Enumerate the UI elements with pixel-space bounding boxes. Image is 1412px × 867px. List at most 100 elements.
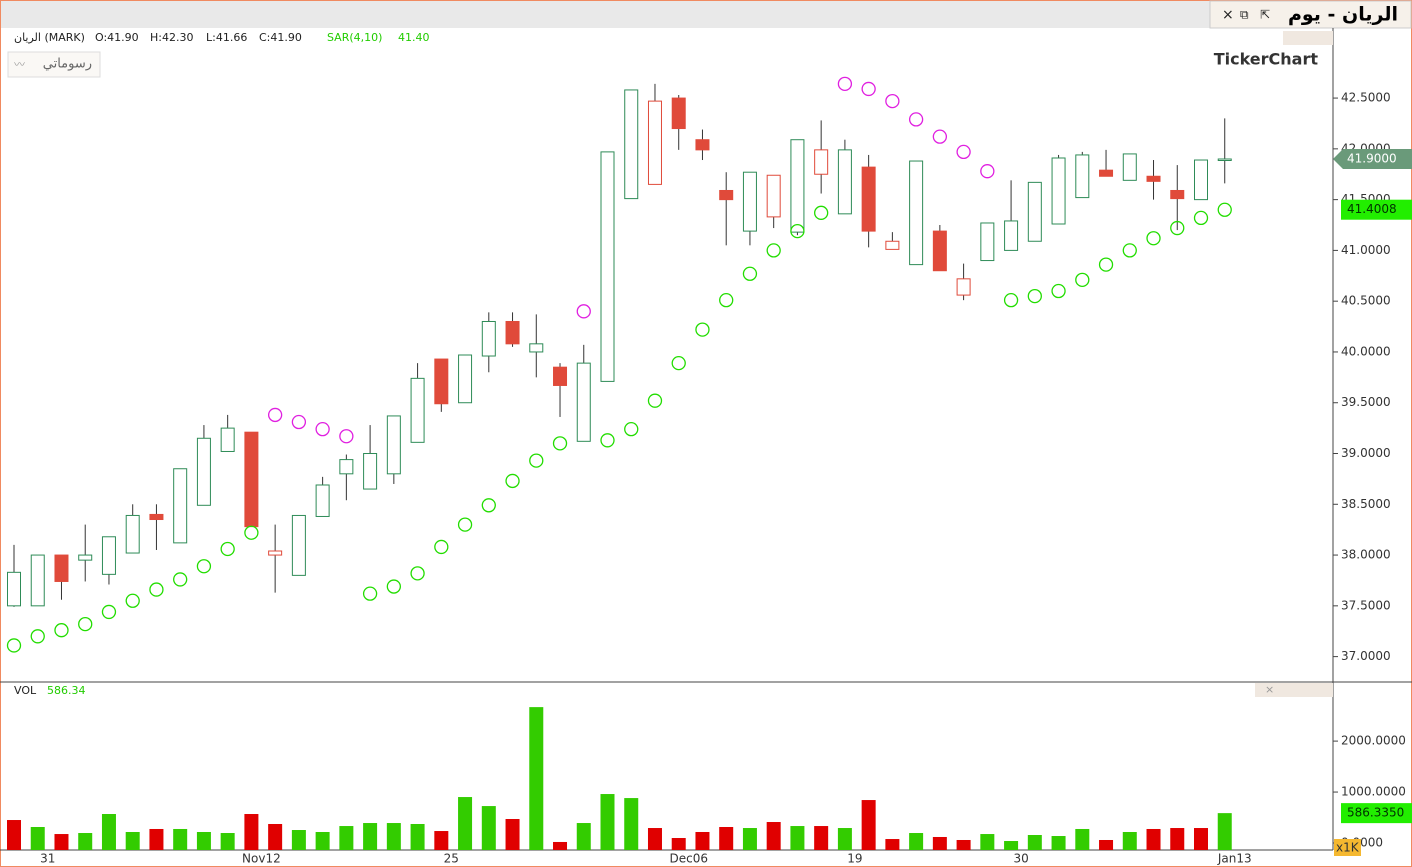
detach-icon[interactable]: ⇱: [1260, 8, 1270, 22]
x-tick-label: Jan13: [1217, 852, 1252, 866]
volume-bar: [30, 827, 45, 850]
logo: TickerChart: [1214, 50, 1319, 69]
candle-body: [505, 320, 520, 345]
volume-bar: [386, 823, 401, 850]
y-tick-label: 41.0000: [1341, 243, 1391, 257]
candle-body: [1217, 158, 1232, 162]
candle-body: [363, 453, 378, 490]
y-tick-label: 42.5000: [1341, 91, 1391, 105]
volume-bar: [742, 828, 757, 850]
candle-body: [909, 160, 924, 266]
x-tick-label: 19: [847, 852, 862, 866]
candle-body: [244, 431, 259, 528]
candle-body: [742, 171, 757, 232]
candle-body: [1194, 159, 1208, 201]
drawings-button[interactable]: [7, 51, 101, 78]
volume-bar: [220, 833, 235, 850]
sar-point: [861, 81, 876, 97]
sar-point: [600, 433, 615, 448]
sar-point: [78, 616, 93, 632]
candle-body: [7, 571, 21, 607]
volume-bar: [1099, 839, 1114, 850]
close-icon[interactable]: ×: [1222, 7, 1234, 23]
volume-title-value: 586.34: [47, 684, 86, 697]
window-title: الريان - يوم: [1288, 4, 1398, 26]
sar-point: [173, 572, 188, 587]
panel-close[interactable]: ×: [1265, 683, 1274, 696]
y-tick-label: 38.0000: [1341, 548, 1391, 562]
volume-bar: [363, 823, 378, 850]
sar-point: [1170, 220, 1185, 236]
candle-body: [1004, 220, 1019, 251]
candle-body: [1170, 189, 1185, 200]
candle-body: [671, 97, 686, 130]
volume-bar: [481, 806, 496, 850]
sar-point: [719, 293, 734, 308]
volume-bar: [1217, 813, 1232, 850]
volume-bar: [600, 794, 615, 850]
sar-point: [149, 582, 164, 597]
x-tick-label: 30: [1013, 852, 1028, 866]
sar-point: [529, 453, 544, 468]
x-tick-label: 31: [40, 852, 55, 866]
sar-point: [885, 93, 900, 109]
candle-body: [529, 343, 544, 353]
volume-bar: [1051, 836, 1066, 850]
panel-buttons[interactable]: [1283, 31, 1333, 45]
sar-point: [505, 473, 520, 489]
candle-body: [268, 550, 283, 556]
volume-bar: [719, 827, 734, 850]
sar-point: [956, 144, 971, 160]
candle-body: [576, 362, 591, 442]
candle-body: [956, 278, 971, 296]
sar-point: [1122, 243, 1137, 258]
sar-point: [54, 623, 69, 638]
volume-bar: [980, 834, 995, 850]
candle-body: [386, 415, 401, 475]
volume-bar: [814, 826, 829, 850]
sar-point: [908, 112, 924, 127]
candle-body: [149, 513, 164, 521]
sar-point: [576, 304, 591, 319]
candle-body: [814, 149, 829, 175]
title-tab[interactable]: [1209, 0, 1412, 29]
volume-bar: [837, 828, 852, 850]
sar-point: [196, 559, 212, 574]
y-tick-label: 39.5000: [1341, 395, 1391, 409]
sar-point: [647, 393, 663, 408]
ohlc-high: H:42.30: [150, 31, 193, 44]
candle-body: [410, 377, 425, 443]
volume-bar: [7, 820, 21, 850]
ohlc-close: C:41.90: [259, 31, 302, 44]
y-tick-label: 1000.0000: [1341, 785, 1406, 799]
candle-body: [1122, 153, 1137, 181]
y-tick-label: 40.5000: [1341, 294, 1391, 308]
candle-body: [30, 554, 45, 607]
volume-bar: [101, 814, 116, 850]
x-tick-label: Dec06: [669, 852, 708, 866]
restore-icon[interactable]: ⧉: [1240, 8, 1249, 22]
volume-bar: [244, 814, 259, 850]
sar-point: [30, 629, 45, 644]
volume-bar: [1122, 831, 1137, 850]
sar-point: [790, 223, 805, 239]
candle-body: [837, 149, 852, 215]
candle-body: [719, 189, 734, 201]
volume-bar: [624, 798, 639, 850]
drawings-icon: 〰: [14, 58, 25, 71]
sar-point: [434, 539, 449, 555]
multiplier-box: [1334, 839, 1361, 856]
volume-bar: [291, 830, 306, 850]
volume-bar: [647, 828, 662, 850]
volume-bar: [410, 823, 425, 850]
candle-body: [624, 89, 639, 200]
y-tick-label: 40.0000: [1341, 344, 1391, 358]
panel-buttons[interactable]: [1255, 683, 1333, 697]
candle-body: [220, 427, 235, 452]
sar-point: [1193, 210, 1209, 226]
candle-body: [315, 484, 330, 517]
sar-point: [481, 498, 496, 513]
volume-bar: [173, 828, 188, 850]
sar-point: [362, 586, 378, 601]
